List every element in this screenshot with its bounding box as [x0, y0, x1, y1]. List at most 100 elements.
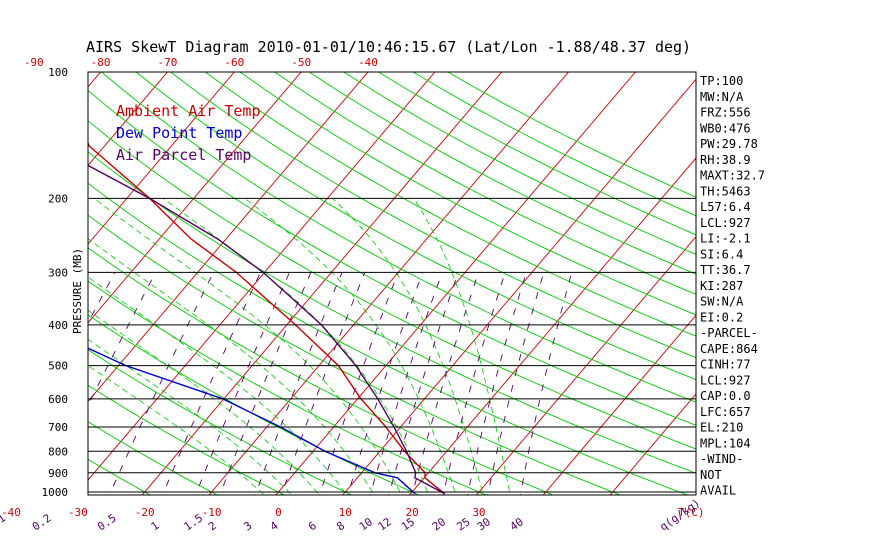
dry-adiabat-line: [135, 72, 696, 381]
mixing-ratio-line: [254, 272, 343, 495]
dry-adiabat-line: [88, 458, 152, 495]
index-label: LFC:657: [700, 405, 751, 419]
dry-adiabat-line: [239, 72, 696, 316]
mixing-ratio-tick-label: 20: [430, 515, 448, 533]
pressure-tick-label: 600: [48, 393, 68, 406]
pressure-tick-label: 500: [48, 360, 68, 373]
index-label: CINH:77: [700, 358, 751, 372]
top-temp-tick-label: -80: [91, 56, 111, 69]
isotherm-line: [408, 157, 696, 495]
isotherm-line: [88, 72, 169, 167]
index-label: LCL:927: [700, 373, 751, 387]
moist-adiabat-line: [162, 198, 430, 495]
mixing-ratio-tick-label: 0.1: [0, 511, 8, 533]
bottom-temp-tick-label: 0: [275, 506, 282, 519]
isotherm-line: [88, 72, 369, 403]
dry-adiabat-line: [88, 349, 353, 495]
isotherm-line: [141, 72, 503, 495]
pressure-tick-label: 200: [48, 192, 68, 205]
dry-adiabat-line: [88, 314, 420, 495]
index-label: L57:6.4: [700, 200, 751, 214]
mixing-ratio-line: [519, 272, 573, 495]
dry-adiabat-line: [447, 72, 696, 198]
top-temp-tick-label: -90: [24, 56, 44, 69]
bottom-temp-tick-label: 10: [339, 506, 352, 519]
index-label: FRZ:556: [700, 106, 751, 120]
mixing-ratio-line: [442, 272, 506, 495]
mixing-ratio-tick-label: 6: [306, 519, 319, 533]
index-label: WB0:476: [700, 121, 751, 135]
pressure-tick-label: 700: [48, 421, 68, 434]
mixing-ratio-line: [281, 272, 366, 495]
mixing-ratio-tick-label: 8: [334, 519, 347, 533]
bottom-temp-tick-label: 20: [405, 506, 418, 519]
index-label: SI:6.4: [700, 247, 743, 261]
mixing-ratio-tick-label: 0.2: [30, 511, 54, 533]
y-axis-label: PRESSURE (MB): [71, 248, 84, 334]
dry-adiabat-line: [205, 72, 696, 337]
dry-adiabat-line: [170, 72, 696, 359]
dry-adiabat-line: [274, 72, 696, 295]
pressure-tick-label: 800: [48, 445, 68, 458]
dry-adiabat-line: [88, 182, 689, 495]
chart-title: AIRS SkewT Diagram 2010-01-01/10:46:15.6…: [86, 38, 691, 56]
dry-adiabat-line: [101, 72, 696, 403]
dry-adiabat-line: [88, 384, 286, 495]
index-label: LCL:927: [700, 216, 751, 230]
index-label: -PARCEL-: [700, 326, 758, 340]
dry-adiabat-line: [88, 280, 488, 495]
moist-adiabat-line: [88, 365, 266, 495]
isotherm-line: [88, 72, 302, 324]
mixing-ratio-line: [369, 272, 443, 495]
mixing-ratio-tick-label: 3: [242, 519, 255, 533]
bottom-temp-tick-label: -30: [68, 506, 88, 519]
moist-adiabat-line: [413, 198, 511, 495]
bottom-temp-tick-label: -40: [1, 506, 21, 519]
pressure-tick-label: 900: [48, 467, 68, 480]
top-temp-tick-label: -40: [358, 56, 378, 69]
index-label: TP:100: [700, 74, 743, 88]
isotherm-line: [609, 393, 696, 495]
pressure-tick-label: 100: [48, 66, 68, 79]
dry-adiabat-line: [0, 72, 25, 501]
mixing-ratio-tick-label: 4: [268, 519, 281, 534]
moist-adiabat-line: [88, 276, 348, 495]
isotherm-line: [275, 72, 636, 495]
dry-adiabat-line: [412, 72, 696, 217]
dry-adiabat-line: [308, 72, 696, 275]
isotherm-line: [208, 72, 570, 495]
index-label: -WIND-: [700, 452, 743, 466]
pressure-tick-label: 1000: [42, 486, 69, 499]
index-label: AVAIL: [700, 484, 736, 498]
mixing-ratio-line: [388, 272, 459, 495]
mixing-ratio-line: [108, 272, 214, 495]
index-label: MW:N/A: [700, 90, 744, 104]
plot-frame: [87, 71, 697, 496]
moist-adiabat-line: [88, 338, 293, 495]
mixing-ratio-tick-label: 2: [206, 519, 219, 533]
mixing-ratio-tick-label: 1: [148, 519, 161, 533]
mixing-ratio-tick-label: 0.5: [95, 511, 119, 533]
pressure-tick-label: 300: [48, 266, 68, 279]
dry-adiabat-line: [88, 120, 696, 450]
index-label: CAP:0.0: [700, 389, 751, 403]
top-temp-tick-label: -50: [291, 56, 311, 69]
index-label: KI:287: [700, 279, 743, 293]
t-unit-label: T(C): [678, 506, 705, 519]
dry-adiabat-line: [88, 247, 555, 495]
moist-adiabat-line: [88, 309, 320, 495]
dry-adiabat-line: [88, 89, 696, 426]
pressure-tick-label: 400: [48, 319, 68, 332]
mixing-ratio-line: [347, 272, 424, 495]
mixing-ratio-line: [466, 272, 527, 495]
mixing-ratio-tick-label: 25: [454, 515, 472, 533]
top-temp-tick-label: -60: [224, 56, 244, 69]
bottom-temp-tick-label: 30: [472, 506, 485, 519]
bottom-temp-tick-label: -10: [202, 506, 222, 519]
legend-entry: Ambient Air Temp: [116, 102, 261, 120]
index-label: EL:210: [700, 421, 743, 435]
index-label: MAXT:32.7: [700, 169, 765, 183]
grid-lines: [0, 72, 696, 501]
